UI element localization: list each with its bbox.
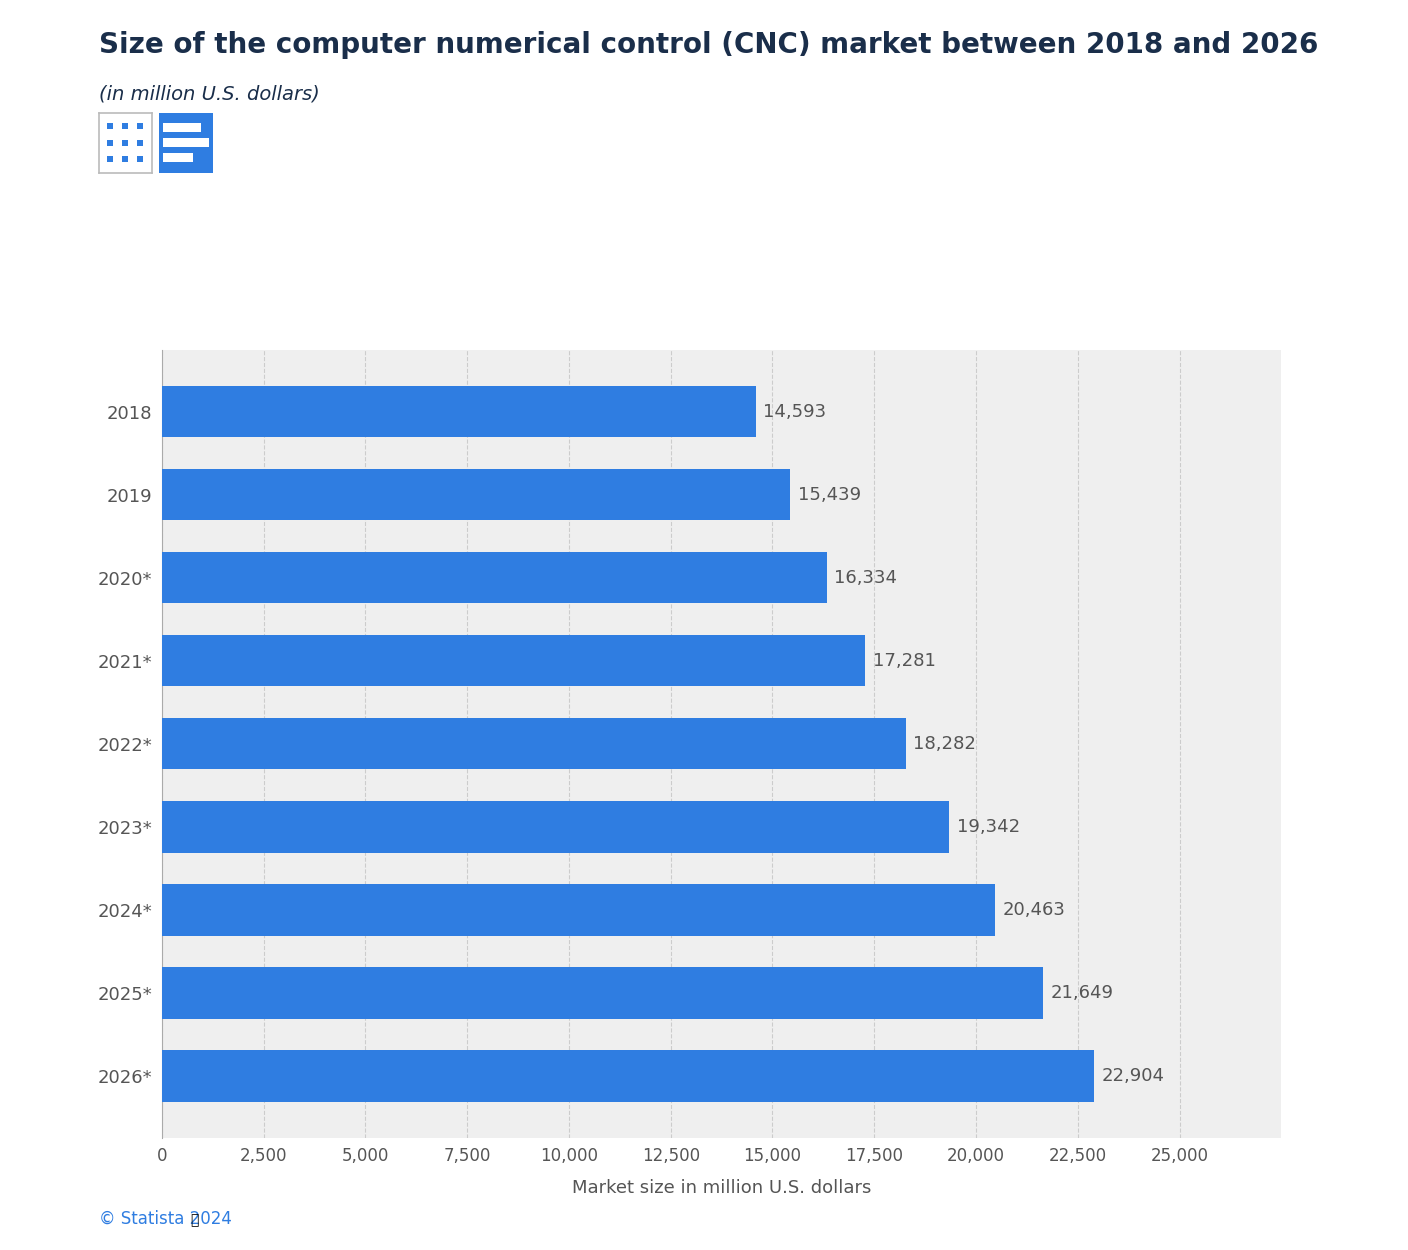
Bar bbox=[162, 718, 907, 770]
Text: (in million U.S. dollars): (in million U.S. dollars) bbox=[99, 85, 320, 104]
Bar bbox=[162, 801, 949, 852]
Text: 🏴: 🏴 bbox=[190, 1214, 199, 1228]
Text: 17,281: 17,281 bbox=[873, 651, 935, 670]
Text: 21,649: 21,649 bbox=[1050, 984, 1114, 1002]
Text: © Statista 2024: © Statista 2024 bbox=[99, 1210, 231, 1228]
Bar bbox=[162, 884, 995, 935]
Text: 16,334: 16,334 bbox=[834, 569, 897, 586]
Bar bbox=[163, 138, 208, 148]
Text: 15,439: 15,439 bbox=[798, 485, 860, 504]
Text: 20,463: 20,463 bbox=[1002, 901, 1064, 919]
X-axis label: Market size in million U.S. dollars: Market size in million U.S. dollars bbox=[572, 1179, 872, 1198]
Text: 14,593: 14,593 bbox=[763, 402, 826, 420]
Text: Size of the computer numerical control (CNC) market between 2018 and 2026: Size of the computer numerical control (… bbox=[99, 31, 1318, 59]
Text: 18,282: 18,282 bbox=[914, 735, 976, 752]
Bar bbox=[163, 122, 201, 132]
Bar bbox=[162, 386, 756, 438]
Bar bbox=[163, 152, 193, 162]
Bar bbox=[162, 552, 826, 604]
Bar bbox=[162, 1050, 1094, 1101]
Bar bbox=[162, 968, 1043, 1019]
Bar bbox=[162, 469, 790, 520]
Text: 22,904: 22,904 bbox=[1101, 1068, 1164, 1085]
Bar bbox=[162, 635, 866, 686]
Text: 19,342: 19,342 bbox=[956, 818, 1019, 836]
